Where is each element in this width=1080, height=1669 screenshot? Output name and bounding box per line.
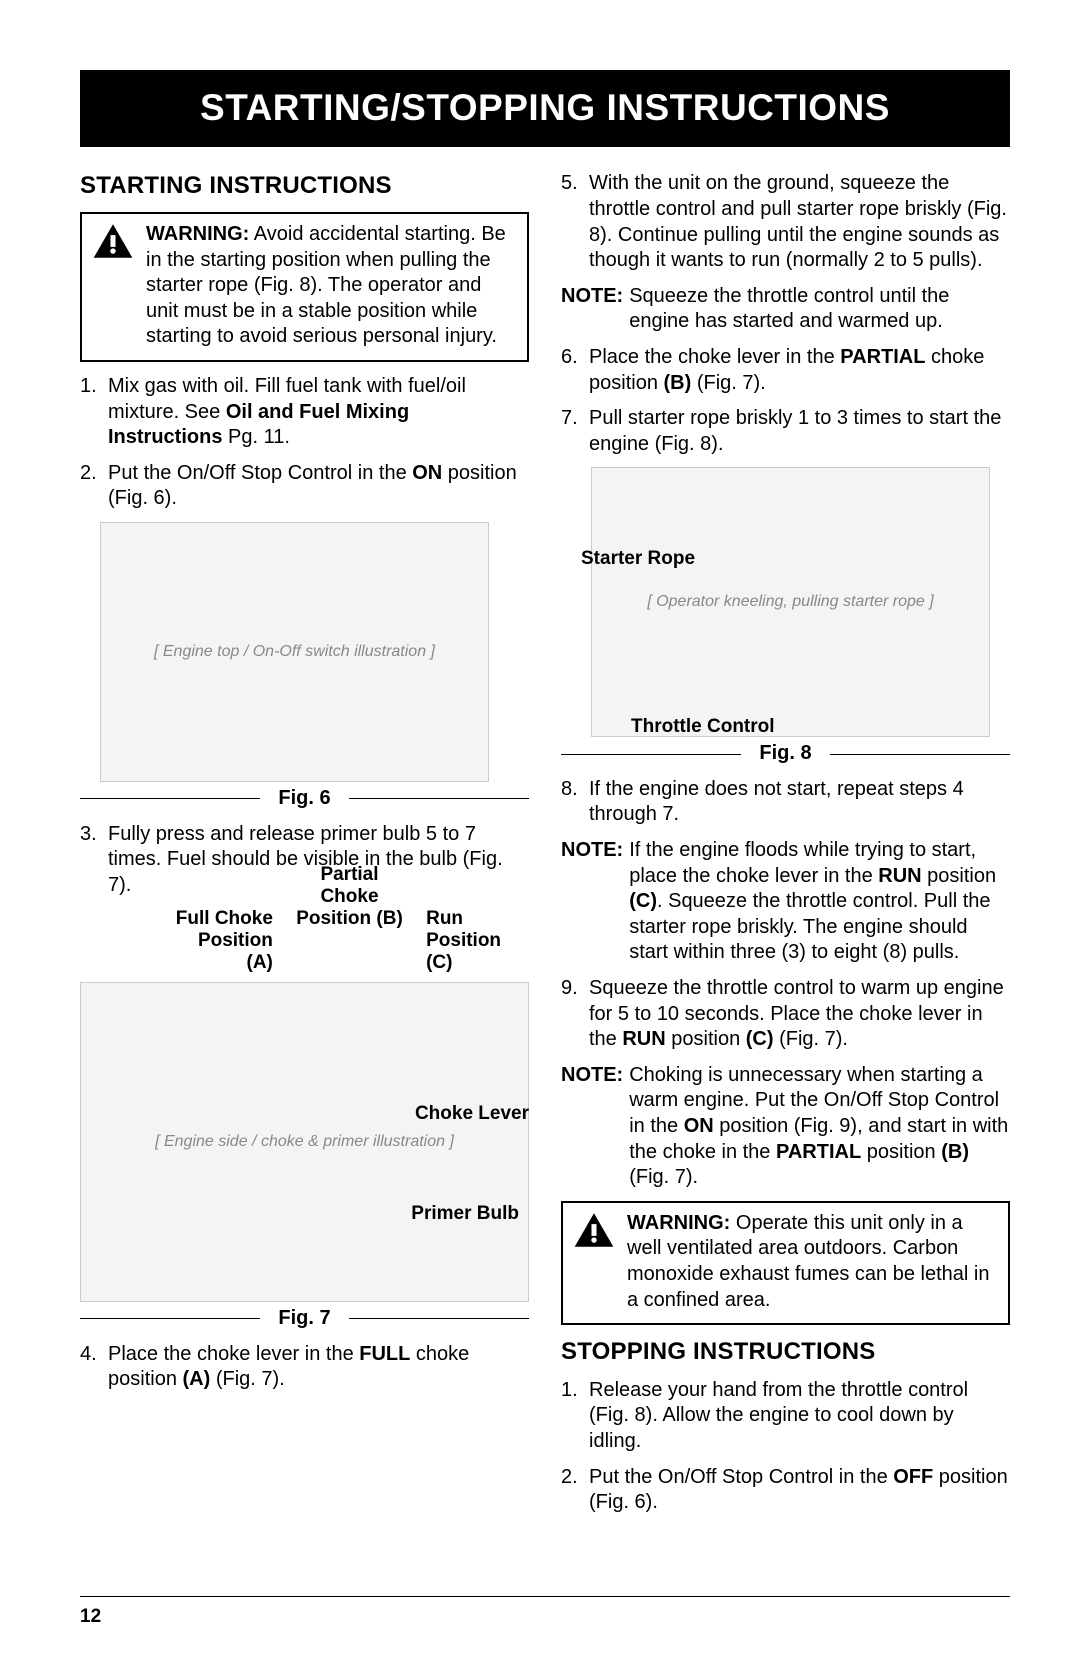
note3-d: PARTIAL bbox=[776, 1141, 861, 1163]
step-8: 8. If the engine does not start, repeat … bbox=[561, 777, 1010, 828]
stop-step-1: 1. Release your hand from the throttle c… bbox=[561, 1378, 1010, 1455]
note3-g: (Fig. 7). bbox=[629, 1166, 698, 1188]
label-primer-bulb: Primer Bulb bbox=[411, 1202, 519, 1226]
starting-steps-right: 5. With the unit on the ground, squeeze … bbox=[561, 171, 1010, 273]
step6-e: (Fig. 7). bbox=[691, 372, 765, 394]
step-1: 1. Mix gas with oil. Fill fuel tank with… bbox=[80, 374, 529, 451]
step9-e: (Fig. 7). bbox=[774, 1028, 848, 1050]
fig8-caption: Fig. 8 bbox=[753, 741, 817, 767]
note3-e: position bbox=[861, 1141, 941, 1163]
step-5: 5. With the unit on the ground, squeeze … bbox=[561, 171, 1010, 273]
warning-box-1: WARNING: Avoid accidental starting. Be i… bbox=[80, 212, 529, 362]
right-column: 5. With the unit on the ground, squeeze … bbox=[561, 171, 1010, 1526]
note3-text: Choking is unnecessary when starting a w… bbox=[629, 1063, 1010, 1191]
note2-label: NOTE: bbox=[561, 838, 623, 966]
warning-text-1: WARNING: Avoid accidental starting. Be i… bbox=[146, 222, 517, 350]
warning-icon bbox=[573, 1211, 615, 1249]
step9-c: position bbox=[666, 1028, 746, 1050]
note1-text: Squeeze the throttle control until the e… bbox=[629, 284, 1010, 335]
fig8-caption-row: Fig. 8 bbox=[561, 741, 1010, 767]
stopping-heading: STOPPING INSTRUCTIONS bbox=[561, 1337, 1010, 1368]
fig8-illustration: [ Operator kneeling, pulling starter rop… bbox=[591, 467, 990, 737]
step4-a: Place the choke lever in the bbox=[108, 1343, 359, 1365]
step9-b: RUN bbox=[622, 1028, 665, 1050]
stop-step-2: 2. Put the On/Off Stop Control in the OF… bbox=[561, 1465, 1010, 1516]
fig7-illustration: [ Engine side / choke & primer illustrat… bbox=[80, 982, 529, 1302]
note2-text: If the engine floods while trying to sta… bbox=[629, 838, 1010, 966]
fig7-caption: Fig. 7 bbox=[272, 1306, 336, 1332]
note-1: NOTE: Squeeze the throttle control until… bbox=[561, 284, 1010, 335]
label-run: Run Position (C) bbox=[426, 908, 529, 974]
fig6-illustration: [ Engine top / On-Off switch illustratio… bbox=[100, 522, 489, 782]
note3-f: (B) bbox=[941, 1141, 969, 1163]
step4-b: FULL bbox=[359, 1343, 410, 1365]
step7-text: Pull starter rope briskly 1 to 3 times t… bbox=[589, 407, 1001, 455]
label-throttle-control: Throttle Control bbox=[631, 715, 775, 739]
label-choke-lever: Choke Lever bbox=[415, 1102, 529, 1126]
stop1-text: Release your hand from the throttle cont… bbox=[589, 1379, 968, 1452]
fig7-caption-row: Fig. 7 bbox=[80, 1306, 529, 1332]
step-2: 2. Put the On/Off Stop Control in the ON… bbox=[80, 461, 529, 512]
step6-b: PARTIAL bbox=[840, 346, 925, 368]
step2-a: Put the On/Off Stop Control in the bbox=[108, 462, 412, 484]
page-number: 12 bbox=[80, 1606, 101, 1627]
note1-label: NOTE: bbox=[561, 284, 623, 335]
step5-text: With the unit on the ground, squeeze the… bbox=[589, 172, 1007, 271]
label-starter-rope: Starter Rope bbox=[581, 547, 695, 571]
note3-b: ON bbox=[684, 1115, 714, 1137]
step6-d: (B) bbox=[664, 372, 692, 394]
starting-steps-right-3: 8. If the engine does not start, repeat … bbox=[561, 777, 1010, 828]
label-partial-choke: Partial Choke Position (B) bbox=[291, 864, 408, 974]
two-column-layout: STARTING INSTRUCTIONS WARNING: Avoid acc… bbox=[80, 171, 1010, 1526]
figure-6: [ Engine top / On-Off switch illustratio… bbox=[80, 522, 529, 812]
stopping-steps: 1. Release your hand from the throttle c… bbox=[561, 1378, 1010, 1516]
step9-d: (C) bbox=[746, 1028, 774, 1050]
starting-steps-right-2: 6. Place the choke lever in the PARTIAL … bbox=[561, 345, 1010, 457]
note2-d: (C) bbox=[629, 890, 657, 912]
warning-box-2: WARNING: Operate this unit only in a wel… bbox=[561, 1201, 1010, 1325]
step-9: 9. Squeeze the throttle control to warm … bbox=[561, 976, 1010, 1053]
label-full-choke: Full Choke Position (A) bbox=[170, 908, 273, 974]
warning-label: WARNING: bbox=[146, 223, 249, 245]
starting-steps-left-3: 4. Place the choke lever in the FULL cho… bbox=[80, 1342, 529, 1393]
fig6-caption-row: Fig. 6 bbox=[80, 786, 529, 812]
warning-icon bbox=[92, 222, 134, 260]
stop2-a: Put the On/Off Stop Control in the bbox=[589, 1466, 893, 1488]
starting-steps-left: 1. Mix gas with oil. Fill fuel tank with… bbox=[80, 374, 529, 512]
page-footer: 12 bbox=[80, 1596, 1010, 1629]
figure-8: [ Operator kneeling, pulling starter rop… bbox=[561, 467, 1010, 767]
stop2-b: OFF bbox=[893, 1466, 933, 1488]
step8-text: If the engine does not start, repeat ste… bbox=[589, 778, 964, 826]
left-column: STARTING INSTRUCTIONS WARNING: Avoid acc… bbox=[80, 171, 529, 1526]
step-4: 4. Place the choke lever in the FULL cho… bbox=[80, 1342, 529, 1393]
warning-text-2: WARNING: Operate this unit only in a wel… bbox=[627, 1211, 998, 1313]
note3-label: NOTE: bbox=[561, 1063, 623, 1191]
starting-steps-right-4: 9. Squeeze the throttle control to warm … bbox=[561, 976, 1010, 1053]
figure-7: [ Engine side / choke & primer illustrat… bbox=[80, 982, 529, 1332]
step6-a: Place the choke lever in the bbox=[589, 346, 840, 368]
starting-heading: STARTING INSTRUCTIONS bbox=[80, 171, 529, 202]
note2-b: RUN bbox=[878, 865, 921, 887]
step4-e: (Fig. 7). bbox=[210, 1368, 284, 1390]
note2-e: . Squeeze the throttle control. Pull the… bbox=[629, 890, 990, 963]
step-7: 7. Pull starter rope briskly 1 to 3 time… bbox=[561, 406, 1010, 457]
note2-c: position bbox=[922, 865, 997, 887]
step2-b: ON bbox=[412, 462, 442, 484]
page-banner: STARTING/STOPPING INSTRUCTIONS bbox=[80, 70, 1010, 147]
step-6: 6. Place the choke lever in the PARTIAL … bbox=[561, 345, 1010, 396]
step1-c: Pg. 11. bbox=[222, 426, 289, 448]
step4-d: (A) bbox=[183, 1368, 211, 1390]
fig6-caption: Fig. 6 bbox=[272, 786, 336, 812]
note-2: NOTE: If the engine floods while trying … bbox=[561, 838, 1010, 966]
note-3: NOTE: Choking is unnecessary when starti… bbox=[561, 1063, 1010, 1191]
fig7-labels: Full Choke Position (A) Partial Choke Po… bbox=[80, 908, 529, 974]
warning2-label: WARNING: bbox=[627, 1212, 730, 1234]
